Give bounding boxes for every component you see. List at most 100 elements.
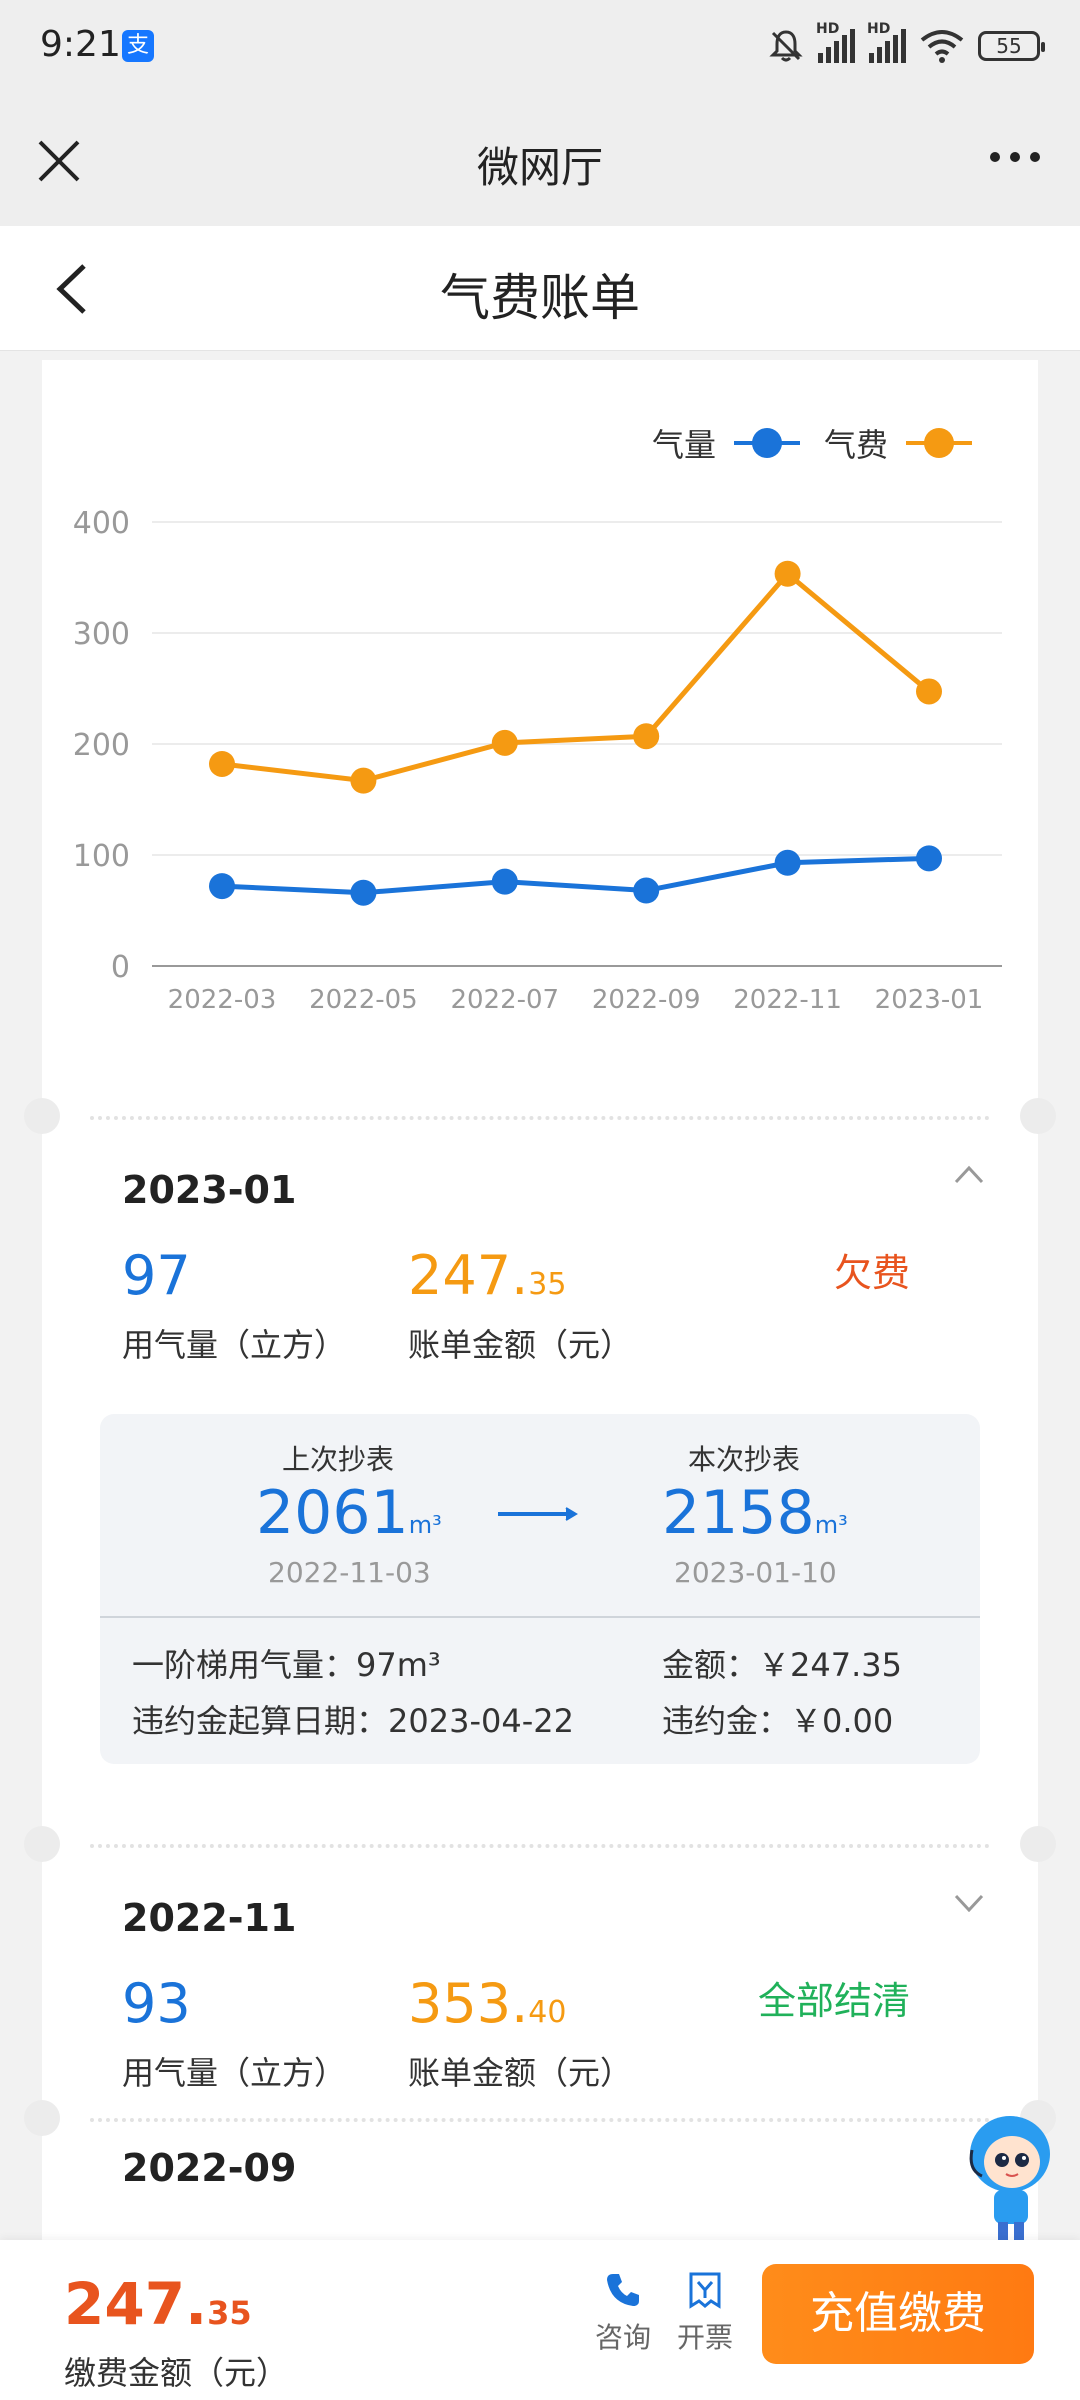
chevron-down-icon[interactable] [954, 1892, 984, 1912]
legend-fee-marker [906, 428, 972, 458]
payment-amount: 247.35 [64, 2270, 252, 2338]
network-tag: HD [816, 21, 840, 37]
usage-value: 97 [122, 1244, 191, 1307]
unit: m³ [408, 1511, 442, 1539]
x-tick-label: 2023-01 [875, 985, 984, 1015]
page-header: 气费账单 [0, 226, 1080, 351]
amount-dec: 35 [528, 1267, 567, 1302]
detail-separator [100, 1616, 980, 1618]
payment-amount-dec: 35 [207, 2294, 252, 2332]
recharge-pay-button[interactable]: 充值缴费 [762, 2264, 1034, 2364]
status-badge: 全部结清 [757, 1979, 910, 2023]
phone-icon [607, 2274, 639, 2306]
bill-card: 气量 气费 0 100 200 300 400 2022-03 2022-05 2022-07… [24, 360, 1056, 2360]
amount-int: 353. [408, 1972, 529, 2035]
close-icon[interactable] [34, 136, 84, 186]
amount-value: 353.40 [408, 1974, 566, 2043]
data-point [633, 723, 660, 750]
app-title: 微网厅 [476, 143, 603, 192]
y-tick-label: 300 [73, 617, 130, 652]
battery-indicator: 55 [978, 31, 1045, 61]
x-tick-label: 2022-07 [450, 985, 559, 1015]
status-badge: 欠费 [833, 1251, 910, 1295]
bill-month[interactable]: 2023-01 [122, 1168, 297, 1212]
curr-reading-date: 2023-01-10 [674, 1556, 837, 1589]
app-bar: 微网厅 [0, 96, 1080, 226]
amount-value: 247.35 [408, 1246, 566, 1315]
curr-reading-label: 本次抄表 [688, 1443, 801, 1476]
line-chart-svg: 0 100 200 300 400 2022-03 2022-05 2022-07 2022-0… [73, 506, 1002, 1015]
signal-icon-2: HD [867, 21, 906, 63]
data-point [916, 678, 942, 705]
divider [90, 1844, 990, 1848]
prev-reading-label: 上次抄表 [282, 1443, 395, 1476]
chart-legend: 气量 气费 [652, 420, 972, 466]
prev-reading: 2061m³ [256, 1478, 442, 1548]
legend-usage[interactable]: 气量 [652, 420, 800, 466]
amount-int: 247. [408, 1244, 529, 1307]
data-point [774, 849, 801, 876]
prev-reading-date: 2022-11-03 [268, 1556, 431, 1589]
consult-label: 咨询 [594, 2321, 651, 2354]
card-notch [24, 2100, 60, 2136]
chevron-up-icon[interactable] [954, 1164, 984, 1184]
data-point [633, 877, 660, 904]
data-point [491, 868, 518, 895]
unit: m³ [814, 1511, 848, 1539]
x-tick-label: 2022-09 [592, 985, 701, 1015]
bill-month[interactable]: 2022-09 [122, 2146, 297, 2190]
alipay-icon: 支 [122, 30, 154, 62]
consult-button[interactable]: 咨询 [588, 2270, 658, 2356]
data-point [916, 845, 942, 872]
status-bar: 9:21 支 HD HD 55 [0, 0, 1080, 96]
back-arrow-icon[interactable] [52, 262, 92, 316]
payment-footer: 247.35 缴费金额（元） 咨询 开票 充值缴费 [0, 2240, 1080, 2400]
x-tick-label: 2022-03 [168, 985, 277, 1015]
page-title: 气费账单 [440, 269, 640, 327]
signal-icon: HD [816, 21, 855, 63]
invoice-button[interactable]: 开票 [670, 2270, 740, 2356]
data-point [491, 729, 518, 756]
usage-chart: 气量 气费 0 100 200 300 400 2022-03 2022-05 2022-07… [42, 360, 1038, 1060]
tier-usage: 一阶梯用气量：97m³ [132, 1646, 441, 1684]
legend-fee[interactable]: 气费 [824, 420, 972, 466]
detail-penalty: 违约金：￥0.00 [662, 1702, 894, 1740]
ticket-icon [689, 2272, 721, 2309]
y-tick-label: 400 [73, 506, 130, 541]
more-options-icon[interactable] [990, 152, 1040, 162]
usage-value: 93 [122, 1972, 191, 2035]
meter-detail: 上次抄表 2061m³ 2022-11-03 本次抄表 2158m³ 2023-… [100, 1414, 980, 1764]
data-point [350, 879, 377, 906]
mute-bell-icon [769, 30, 803, 62]
penalty-start-date: 违约金起算日期：2023-04-22 [132, 1702, 574, 1740]
customer-service-mascot-icon[interactable] [958, 2110, 1058, 2250]
series-line-1 [221, 570, 931, 784]
amount-label: 账单金额（元） [408, 2054, 633, 2092]
data-point [209, 750, 235, 777]
card-notch [24, 1098, 60, 1134]
invoice-label: 开票 [676, 2321, 733, 2354]
card-notch [1020, 1098, 1056, 1134]
usage-label: 用气量（立方） [122, 2054, 347, 2092]
x-tick-label: 2022-05 [309, 985, 418, 1015]
legend-usage-marker [733, 428, 800, 458]
data-point [350, 767, 377, 794]
curr-reading-value: 2158 [662, 1478, 815, 1548]
network-tag-2: HD [867, 21, 891, 37]
arrow-right-icon [498, 1507, 578, 1521]
card-notch [24, 1826, 60, 1862]
legend-fee-label: 气费 [823, 426, 888, 464]
divider [90, 1116, 990, 1120]
bill-month[interactable]: 2022-11 [122, 1896, 297, 1940]
legend-usage-label: 气量 [651, 426, 716, 464]
y-tick-label: 100 [73, 839, 130, 874]
amount-dec: 40 [528, 1995, 567, 2030]
detail-amount: 金额：￥247.35 [662, 1646, 902, 1684]
usage-label: 用气量（立方） [122, 1326, 347, 1364]
payment-amount-int: 247. [64, 2270, 208, 2338]
curr-reading: 2158m³ [662, 1478, 848, 1548]
card-notch [1020, 1826, 1056, 1862]
x-tick-label: 2022-11 [733, 985, 842, 1015]
amount-label: 账单金额（元） [408, 1326, 633, 1364]
data-point [209, 873, 235, 900]
